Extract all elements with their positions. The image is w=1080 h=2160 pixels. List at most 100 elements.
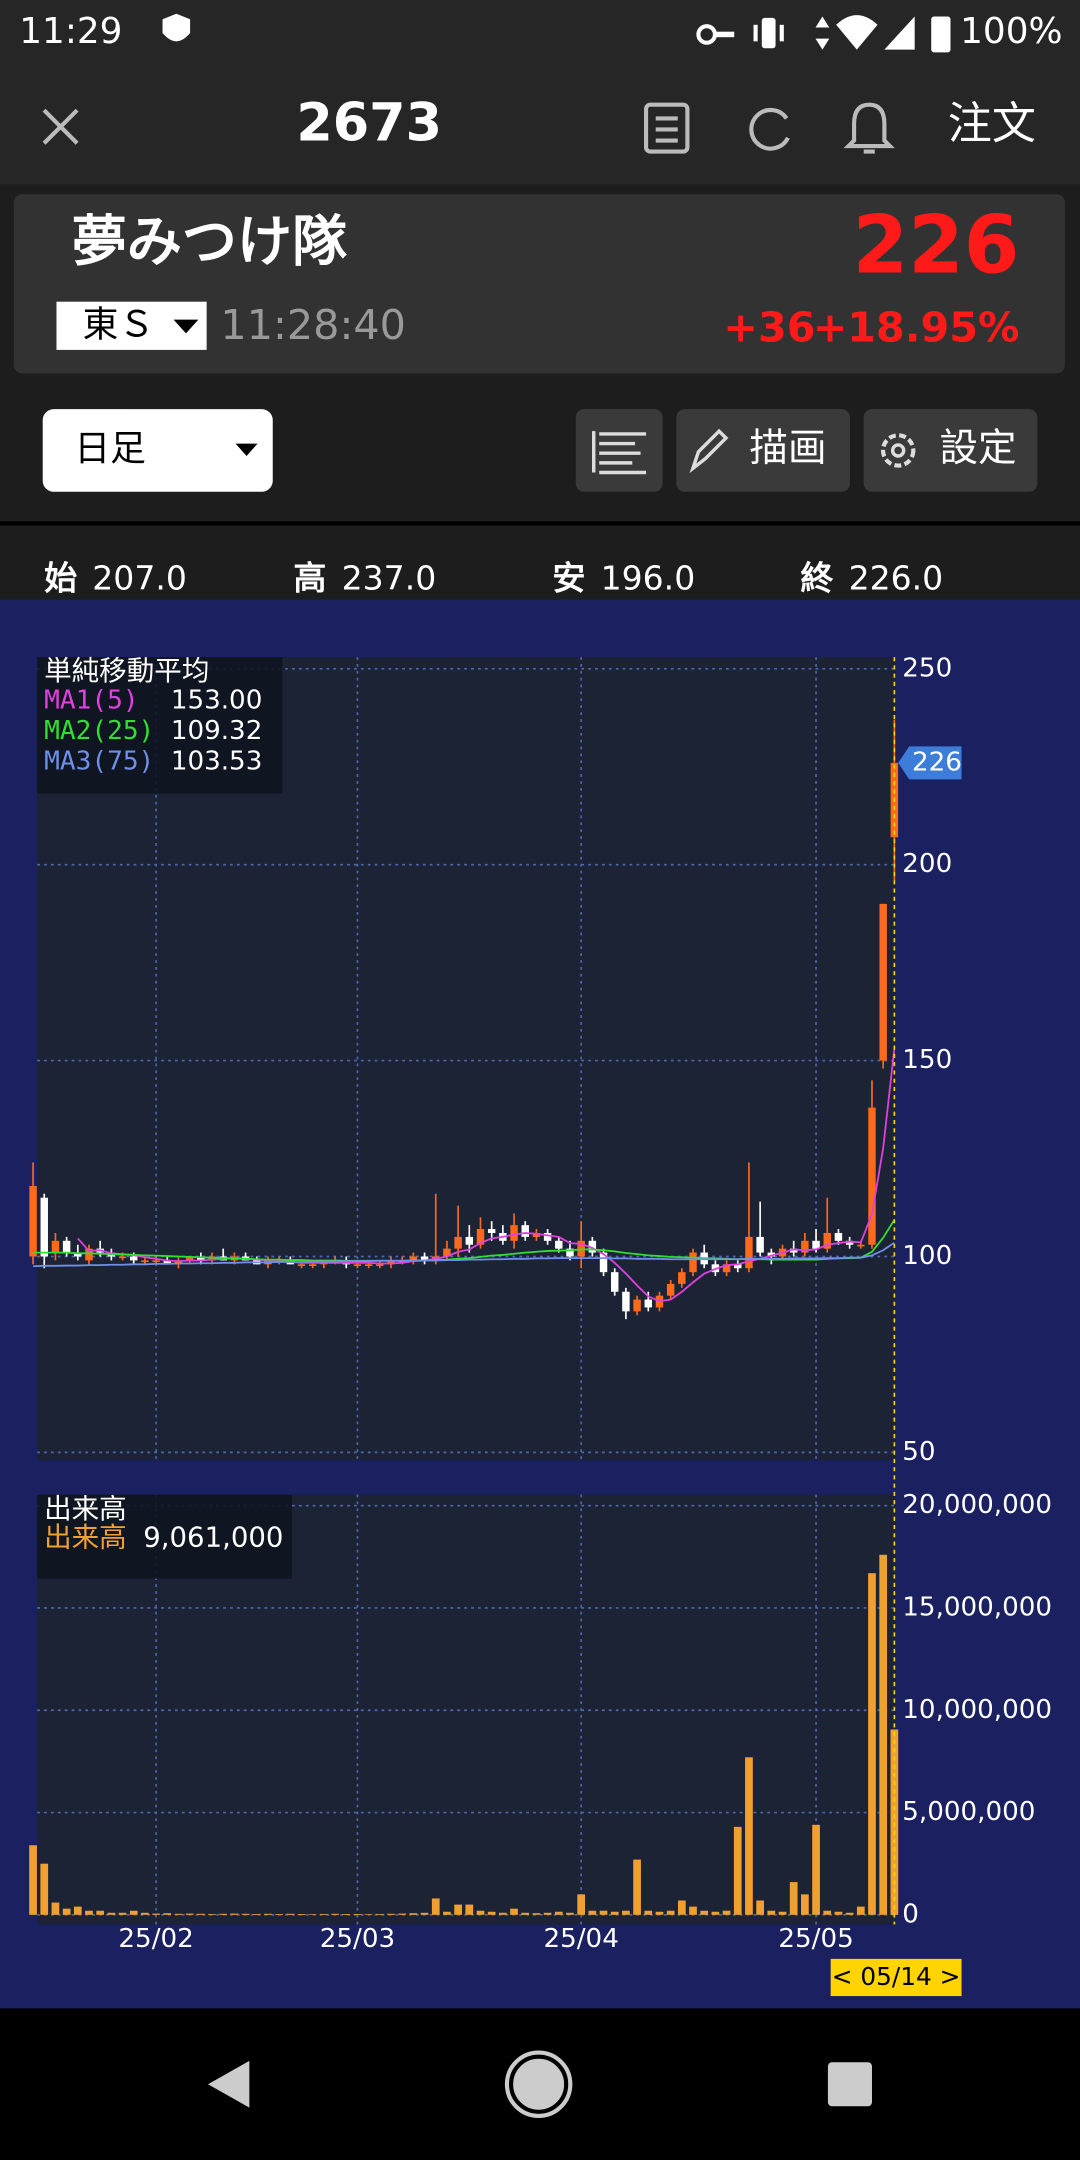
price-change: +36 xyxy=(723,304,815,352)
volume-bar xyxy=(890,1729,899,1915)
volume-bar xyxy=(778,1911,787,1915)
volume-bar xyxy=(353,1914,362,1915)
candle-body xyxy=(689,1252,697,1273)
volume-bar xyxy=(532,1913,541,1915)
market-label: 東Ｓ xyxy=(83,304,155,345)
candle-body xyxy=(678,1272,686,1284)
ohlc-value: 226.0 xyxy=(849,558,944,597)
ma-legend-value: 109.32 xyxy=(171,716,263,746)
list-icon xyxy=(592,431,647,475)
candle-body xyxy=(376,1264,384,1266)
volume-bar xyxy=(745,1757,753,1915)
price-tag-label: 226 xyxy=(912,747,962,777)
volume-bar xyxy=(241,1913,250,1915)
stock-name: 夢みつけ隊 xyxy=(72,209,347,273)
period-label: 日足 xyxy=(74,428,146,469)
home-ring xyxy=(504,2050,573,2118)
candle-body xyxy=(588,1240,597,1253)
y-tick-label: 15,000,000 xyxy=(902,1592,1052,1622)
order-button[interactable]: 注文 xyxy=(948,99,1036,150)
volume-bar xyxy=(454,1904,462,1915)
candle-body xyxy=(555,1240,563,1249)
volume-bar xyxy=(431,1898,440,1915)
volume-bar xyxy=(521,1912,530,1915)
candle-body xyxy=(879,903,887,1061)
volume-bar xyxy=(554,1911,563,1915)
cursor-box xyxy=(830,1958,962,1997)
volume-bar xyxy=(73,1906,82,1915)
ma-legend-value: 103.53 xyxy=(171,746,263,776)
draw-label: 描画 xyxy=(749,426,826,471)
volume-bar xyxy=(129,1910,138,1915)
volume-bar xyxy=(879,1554,888,1915)
candle-body xyxy=(543,1232,552,1241)
volume-bar xyxy=(610,1911,619,1915)
candle-body xyxy=(476,1229,485,1245)
price-change-percent: +18.95% xyxy=(813,304,1020,352)
candle-body xyxy=(510,1225,518,1241)
volume-bar xyxy=(566,1912,574,1915)
volume-bar xyxy=(275,1914,284,1915)
ma-legend-name: MA1(5) xyxy=(44,686,138,716)
back-button[interactable] xyxy=(208,2060,250,2108)
volume-bar xyxy=(185,1913,194,1915)
settings-button[interactable] xyxy=(863,409,1038,492)
candle-body xyxy=(801,1240,809,1253)
candle-body xyxy=(62,1240,71,1253)
ohlc-label: 終 xyxy=(800,558,834,597)
volume-bar xyxy=(487,1911,496,1915)
list-button[interactable] xyxy=(575,409,663,492)
volume-bar xyxy=(868,1573,876,1915)
current-price: 226 xyxy=(853,199,1020,292)
ohlc-row: 始 207.0 高 237.0 安 196.0 終 226.0 xyxy=(44,558,943,597)
y-tick-label: 20,000,000 xyxy=(902,1490,1052,1520)
volume-bar xyxy=(789,1882,798,1915)
candle-body xyxy=(29,1185,37,1257)
volume-bar xyxy=(51,1902,60,1915)
volume-bar xyxy=(208,1914,216,1915)
volume-bar xyxy=(375,1914,384,1915)
candle-body xyxy=(745,1236,753,1269)
recents-button[interactable] xyxy=(827,2062,872,2107)
ohlc-label: 始 xyxy=(44,558,77,597)
ohlc-value: 196.0 xyxy=(601,558,696,597)
y-tick-label: 200 xyxy=(902,849,952,879)
candle-body xyxy=(174,1260,183,1265)
candle-body xyxy=(465,1236,474,1245)
candle-body xyxy=(487,1229,496,1233)
overlay: 50 100 150 200 250 0 5,000,000 10,000,000 15,000… xyxy=(44,653,1052,1997)
quote-time: 11:28:40 xyxy=(220,301,406,349)
refresh-button[interactable] xyxy=(749,107,790,151)
volume-bar xyxy=(812,1824,820,1915)
volume-bar xyxy=(722,1910,731,1915)
volume-bar xyxy=(767,1910,776,1915)
period-select[interactable] xyxy=(42,409,273,492)
ma-legend-value: 153.00 xyxy=(171,686,263,716)
volume-bar xyxy=(633,1859,641,1915)
status-icons xyxy=(696,15,951,53)
alert-button[interactable] xyxy=(843,102,895,154)
candle-body xyxy=(812,1240,820,1249)
volume-bar xyxy=(387,1913,395,1915)
candle-body xyxy=(823,1232,831,1249)
y-tick-label: 250 xyxy=(902,653,952,683)
volume-bar xyxy=(834,1911,843,1915)
close-button[interactable] xyxy=(42,108,79,145)
news-button[interactable] xyxy=(644,102,690,154)
candle-body xyxy=(622,1291,630,1312)
candle-body xyxy=(353,1264,362,1266)
candle-body xyxy=(163,1260,172,1265)
home-button[interactable] xyxy=(509,2054,569,2114)
candle-body xyxy=(566,1248,574,1257)
ohlc-value: 237.0 xyxy=(342,558,437,597)
candle-body xyxy=(297,1264,306,1266)
y-tick-label: 50 xyxy=(902,1437,935,1467)
ohlc-value: 207.0 xyxy=(92,558,187,597)
volume-bar xyxy=(40,1863,49,1915)
quote-card xyxy=(13,194,1065,374)
volume-bar xyxy=(823,1910,832,1915)
candle-body xyxy=(834,1232,843,1241)
candle-body xyxy=(51,1240,60,1253)
y-tick-label: 100 xyxy=(902,1241,952,1271)
volume-bar xyxy=(845,1912,854,1915)
